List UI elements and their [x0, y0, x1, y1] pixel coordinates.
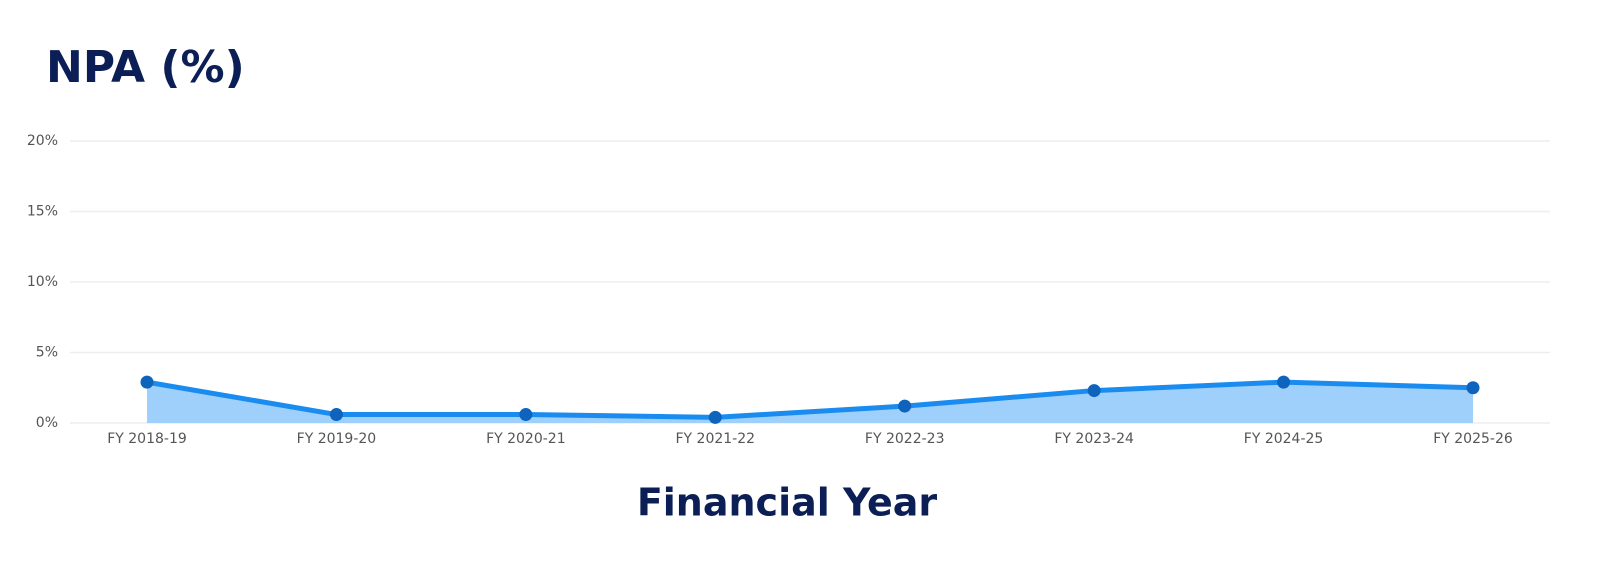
x-tick-label: FY 2023-24: [1054, 431, 1134, 447]
point: [1277, 375, 1291, 389]
x-tick-label: FY 2025-26: [1433, 431, 1513, 447]
y-tick-label: 0%: [36, 415, 58, 431]
point: [1466, 381, 1480, 395]
chart-title: NPA (%): [46, 42, 245, 93]
line: [146, 379, 1474, 420]
y-tick-label: 10%: [27, 274, 58, 290]
x-tick-label: FY 2024-25: [1244, 431, 1324, 447]
x-tick-label: FY 2018-19: [107, 431, 187, 447]
x-axis-title: Financial Year: [637, 481, 938, 525]
point: [519, 408, 533, 422]
y-tick-label: 15%: [27, 204, 58, 220]
point: [708, 410, 722, 424]
x-tick-label: FY 2020-21: [486, 431, 566, 447]
point: [1087, 384, 1101, 398]
x-tick-label: FY 2019-20: [297, 431, 377, 447]
x-tick-label: FY 2022-23: [865, 431, 945, 447]
point: [898, 399, 912, 413]
y-tick-label: 20%: [27, 133, 58, 149]
point: [140, 375, 154, 389]
y-tick-label: 5%: [36, 345, 58, 361]
area: [147, 382, 1473, 423]
x-tick-label: FY 2021-22: [676, 431, 756, 447]
point: [329, 408, 343, 422]
